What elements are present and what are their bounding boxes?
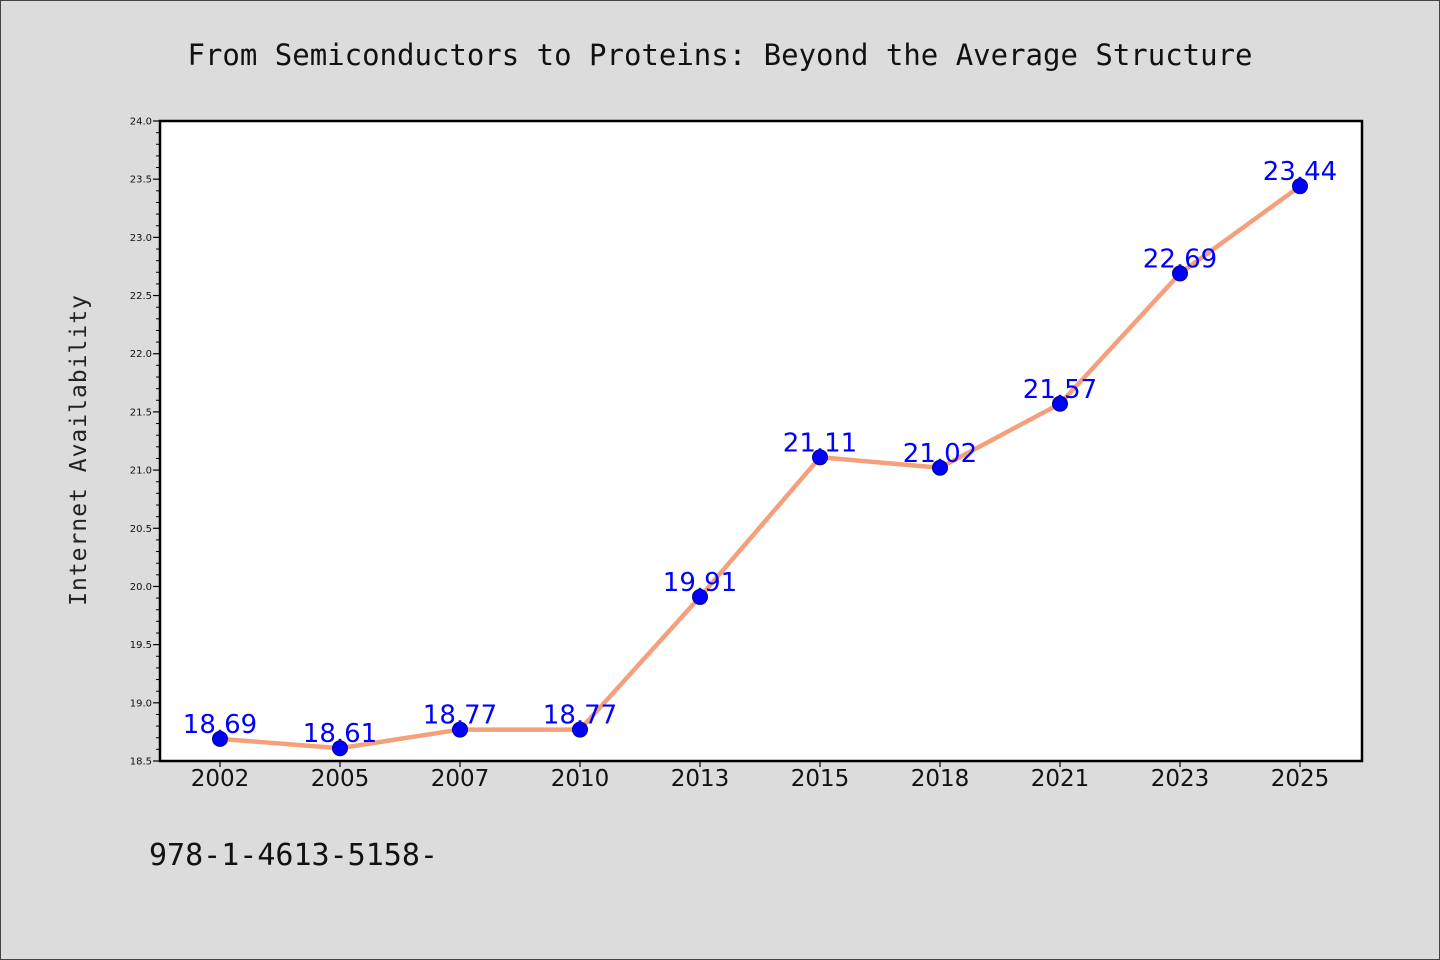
y-tick-label: 21.5 xyxy=(130,407,152,418)
y-tick-label: 19.5 xyxy=(130,640,152,651)
data-label: 19.91 xyxy=(663,568,737,598)
chart-title: From Semiconductors to Proteins: Beyond … xyxy=(187,38,1252,72)
x-tick-label: 2007 xyxy=(431,766,490,792)
data-point xyxy=(212,730,228,747)
x-tick-label: 2005 xyxy=(311,766,370,792)
x-axis: 2002 2005 2007 2010 2013 2015 2018 2021 2023 2025 xyxy=(191,761,1330,792)
data-label: 22.69 xyxy=(1143,244,1217,274)
y-tick-label: 20.5 xyxy=(130,524,152,535)
data-label: 23.44 xyxy=(1263,157,1337,187)
x-tick-label: 2010 xyxy=(551,766,610,792)
y-tick-label: 20.0 xyxy=(130,582,152,593)
data-point xyxy=(692,588,708,605)
y-tick-label: 19.0 xyxy=(130,698,152,709)
data-point xyxy=(812,449,828,466)
data-point xyxy=(1172,265,1188,282)
y-tick-label: 22.5 xyxy=(130,291,152,302)
y-axis-label: Internet Availability xyxy=(66,294,92,606)
y-tick-label: 22.0 xyxy=(130,349,152,360)
y-tick-label: 24.0 xyxy=(130,117,152,128)
data-point xyxy=(932,459,948,476)
x-tick-label: 2025 xyxy=(1271,766,1330,792)
y-tick-label: 18.5 xyxy=(130,757,152,768)
data-label: 18.69 xyxy=(183,710,257,740)
series-group: 18.69 18.61 18.77 18.77 19.91 21.11 21.02 21.57… xyxy=(183,157,1337,757)
x-tick-label: 2015 xyxy=(791,766,850,792)
data-label: 18.77 xyxy=(543,701,617,731)
footer-isbn: 978-1-4613-5158- xyxy=(149,838,438,873)
data-label: 18.61 xyxy=(303,719,377,749)
data-point xyxy=(332,740,348,757)
x-tick-label: 2021 xyxy=(1031,766,1090,792)
series-line xyxy=(219,184,1302,751)
x-tick-label: 2023 xyxy=(1151,766,1210,792)
y-tick-label: 23.5 xyxy=(130,175,152,186)
data-label: 21.11 xyxy=(783,428,857,458)
x-tick-label: 2013 xyxy=(671,766,730,792)
data-point xyxy=(452,721,468,738)
plot-area xyxy=(158,119,1364,763)
y-axis: 18.5 19.0 19.5 20.0 20.5 21.0 21.5 22.0 22.5 23.0… xyxy=(130,117,160,768)
y-tick-label: 21.0 xyxy=(130,466,152,477)
x-tick-label: 2002 xyxy=(191,766,250,792)
x-tick-label: 2018 xyxy=(911,766,970,792)
data-point xyxy=(1052,395,1068,412)
data-label: 18.77 xyxy=(423,701,497,731)
data-point xyxy=(572,721,588,738)
y-tick-label: 23.0 xyxy=(130,233,152,244)
data-label: 21.02 xyxy=(903,439,977,469)
data-point xyxy=(1292,178,1308,195)
data-label: 21.57 xyxy=(1023,375,1097,405)
